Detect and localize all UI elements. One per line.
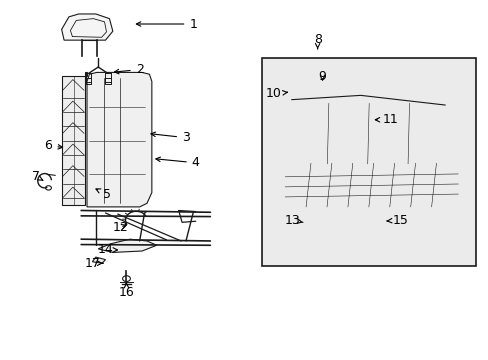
Text: 4: 4 bbox=[156, 156, 199, 169]
Text: 14: 14 bbox=[98, 243, 117, 256]
Polygon shape bbox=[386, 103, 427, 165]
Text: 8: 8 bbox=[313, 33, 321, 49]
Text: 12: 12 bbox=[112, 221, 128, 234]
Polygon shape bbox=[291, 100, 306, 166]
Polygon shape bbox=[87, 72, 152, 207]
Text: 6: 6 bbox=[44, 139, 62, 152]
Polygon shape bbox=[428, 105, 445, 166]
Bar bbox=[261, 58, 475, 266]
Text: 3: 3 bbox=[151, 131, 189, 144]
Text: 5: 5 bbox=[96, 188, 111, 201]
Text: 13: 13 bbox=[284, 214, 303, 227]
Text: 10: 10 bbox=[265, 87, 287, 100]
Text: 1: 1 bbox=[136, 18, 197, 31]
Polygon shape bbox=[280, 160, 461, 207]
Text: 17: 17 bbox=[84, 257, 103, 270]
Text: 9: 9 bbox=[318, 69, 326, 82]
Text: 2: 2 bbox=[114, 63, 143, 76]
Polygon shape bbox=[92, 257, 105, 263]
Polygon shape bbox=[346, 103, 387, 165]
Text: 16: 16 bbox=[119, 283, 134, 300]
Polygon shape bbox=[98, 239, 157, 252]
Polygon shape bbox=[305, 103, 347, 165]
Polygon shape bbox=[61, 72, 87, 205]
Text: 11: 11 bbox=[374, 113, 398, 126]
Polygon shape bbox=[61, 14, 113, 40]
Text: 15: 15 bbox=[386, 214, 407, 227]
Text: 7: 7 bbox=[32, 170, 43, 183]
